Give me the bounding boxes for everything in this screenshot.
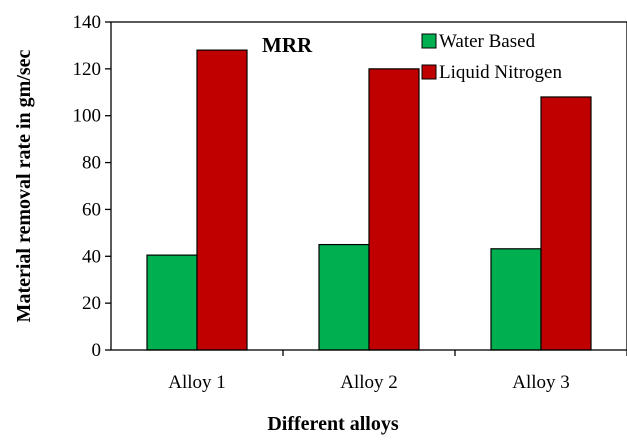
x-tick-label: Alloy 3 bbox=[512, 372, 570, 393]
y-axis-ticks: 0 20 40 60 80 100 120 140 bbox=[73, 12, 111, 361]
chart-title: MRR bbox=[262, 33, 313, 57]
legend-swatch-liquid-nitrogen bbox=[421, 64, 437, 80]
bar-liquid-nitrogen-2 bbox=[368, 68, 420, 351]
x-tick-label: Alloy 1 bbox=[168, 372, 226, 393]
x-tick-label: Alloy 2 bbox=[340, 372, 398, 393]
y-tick-label: 20 bbox=[82, 293, 101, 314]
y-tick-label: 140 bbox=[73, 12, 102, 33]
y-tick-label: 40 bbox=[82, 246, 101, 267]
x-axis-title: Different alloys bbox=[267, 413, 398, 435]
y-tick-label: 100 bbox=[73, 106, 102, 127]
bar-water-based-3 bbox=[490, 248, 542, 351]
y-tick-label: 0 bbox=[92, 340, 102, 361]
bar-water-based-2 bbox=[318, 243, 370, 351]
legend-label-liquid-nitrogen: Liquid Nitrogen bbox=[439, 62, 562, 83]
bars bbox=[146, 49, 627, 356]
y-tick-label: 60 bbox=[82, 199, 101, 220]
y-axis-title: Material removal rate in gm/sec bbox=[13, 49, 35, 322]
plot-frame bbox=[110, 21, 627, 351]
bar-liquid-nitrogen-1 bbox=[196, 49, 248, 351]
legend-label-water-based: Water Based bbox=[439, 31, 536, 52]
y-tick-label: 120 bbox=[73, 59, 102, 80]
legend: Water Based Liquid Nitrogen bbox=[421, 31, 562, 83]
bar-liquid-nitrogen-3 bbox=[540, 96, 592, 351]
legend-swatch-water-based bbox=[421, 33, 437, 49]
x-axis-labels: Alloy 1 Alloy 2 Alloy 3 bbox=[168, 372, 570, 393]
bar-water-based-1 bbox=[146, 254, 198, 351]
y-tick-label: 80 bbox=[82, 153, 101, 174]
